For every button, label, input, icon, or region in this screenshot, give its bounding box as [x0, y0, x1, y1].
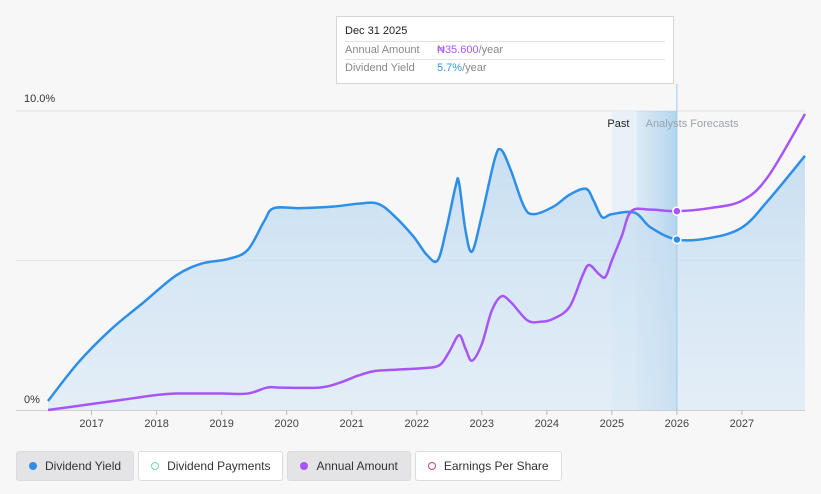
forecast-label: Analysts Forecasts — [646, 118, 739, 130]
x-tick-label: 2024 — [535, 418, 559, 430]
tooltip-value: 5.7% — [437, 62, 463, 74]
legend-label: Earnings Per Share — [443, 459, 549, 473]
x-tick-label: 2021 — [339, 418, 363, 430]
tooltip-value: ₦35.600 — [437, 44, 479, 56]
x-tick-label: 2017 — [79, 418, 103, 430]
annual-amount-line — [47, 113, 807, 412]
annual-amount-marker[interactable] — [672, 206, 682, 216]
chart-legend: Dividend Yield Dividend Payments Annual … — [16, 451, 562, 481]
x-tick-label: 2018 — [144, 418, 168, 430]
legend-dot-icon — [300, 462, 309, 470]
tooltip-label: Dividend Yield — [345, 62, 415, 74]
tooltip-date: Dec 31 2025 — [345, 25, 408, 37]
x-tick-label: 2022 — [405, 418, 429, 430]
x-tick-label: 2025 — [600, 418, 624, 430]
legend-dot-icon — [427, 462, 436, 470]
x-tick-label: 2026 — [665, 418, 689, 430]
legend-dot-icon — [29, 462, 37, 470]
dividend-yield-marker[interactable] — [672, 234, 682, 245]
legend-label: Annual Amount — [316, 459, 398, 473]
x-tick-label: 2023 — [470, 418, 494, 430]
legend-dividend-yield[interactable]: Dividend Yield — [16, 451, 135, 481]
legend-annual-amount[interactable]: Annual Amount — [287, 451, 411, 481]
legend-dot-icon — [151, 462, 160, 470]
tooltip-row-annual-amount: Annual Amount ₦35.600/year — [345, 41, 665, 59]
tooltip-unit: /year — [478, 44, 504, 56]
x-tick-label: 2027 — [730, 418, 754, 430]
y-axis-label-top: 10.0% — [24, 93, 55, 105]
past-label: Past — [607, 118, 629, 130]
legend-earnings-per-share[interactable]: Earnings Per Share — [414, 451, 562, 481]
tooltip-label: Annual Amount — [345, 44, 420, 56]
legend-label: Dividend Payments — [167, 459, 271, 473]
dividend-yield-line — [47, 147, 806, 402]
legend-dividend-payments[interactable]: Dividend Payments — [138, 451, 284, 481]
x-tick-label: 2019 — [209, 418, 233, 430]
tooltip-value-wrap: 5.7%/year — [437, 60, 487, 77]
tooltip-row-dividend-yield: Dividend Yield 5.7%/year — [345, 59, 665, 77]
y-axis-label-bottom: 0% — [24, 394, 40, 406]
x-axis: 2017 2018 2019 2020 2021 2022 2023 2024 2025 2026… — [79, 410, 754, 430]
chart-tooltip: Dec 31 2025 Annual Amount ₦35.600/year D… — [336, 16, 674, 84]
legend-label: Dividend Yield — [45, 459, 122, 473]
x-tick-label: 2020 — [274, 418, 298, 430]
tooltip-value-wrap: ₦35.600/year — [437, 42, 503, 59]
tooltip-unit: /year — [462, 62, 487, 74]
